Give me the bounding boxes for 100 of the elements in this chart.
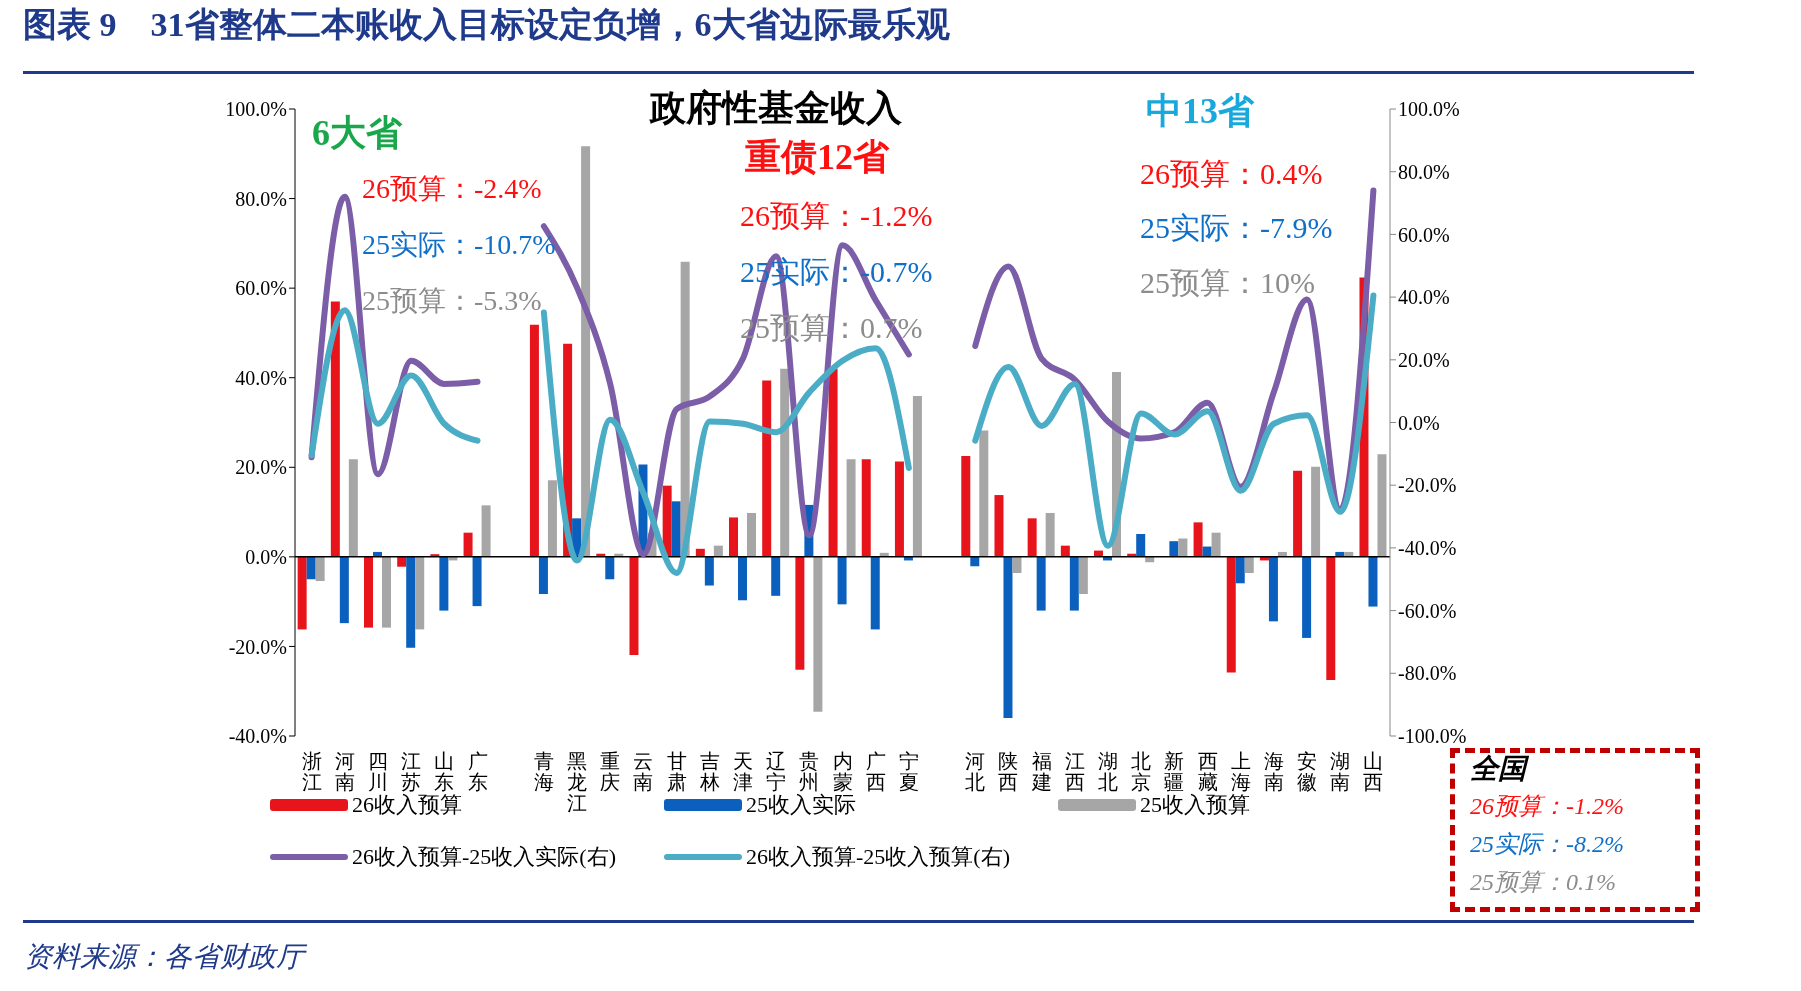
bar xyxy=(364,556,374,628)
bar xyxy=(837,556,847,605)
y2-tick-label: 60.0% xyxy=(1398,223,1450,246)
x-tick-label: 浙江 xyxy=(301,750,322,793)
x-tick-label: 河南 xyxy=(334,750,355,793)
bar xyxy=(1012,556,1022,573)
bar xyxy=(961,456,971,557)
y-tick-label: -20.0% xyxy=(228,635,287,658)
bar xyxy=(339,556,349,624)
y2-tick-label: 40.0% xyxy=(1398,286,1450,309)
x-tick-label: 山东 xyxy=(434,750,455,793)
bar xyxy=(1069,556,1079,611)
bar xyxy=(330,301,340,557)
y-tick-label: 0.0% xyxy=(245,545,287,568)
bar xyxy=(671,501,681,557)
bar xyxy=(771,556,781,596)
x-tick-label: 湖南 xyxy=(1330,750,1351,793)
bar xyxy=(1003,556,1013,719)
y2-tick-label: 0.0% xyxy=(1398,411,1440,434)
y2-tick-label: -80.0% xyxy=(1398,662,1457,685)
annotation: 26预算：0.4% xyxy=(1140,156,1323,192)
bar xyxy=(315,556,325,582)
y-tick-label: -40.0% xyxy=(228,725,287,748)
annotation: 中13省 xyxy=(1146,90,1254,133)
x-tick-label: 新疆 xyxy=(1164,750,1185,793)
bar xyxy=(894,461,904,557)
legend-label: 25收入预算 xyxy=(1140,792,1250,819)
chart-subtitle: 政府性基金收入 xyxy=(650,87,902,130)
bar xyxy=(1326,556,1336,681)
bar xyxy=(1169,541,1179,557)
bar xyxy=(439,556,449,611)
bar xyxy=(1302,556,1312,638)
bar xyxy=(538,556,548,595)
y-tick-label: 80.0% xyxy=(235,187,287,210)
bar xyxy=(348,459,358,557)
bar xyxy=(861,459,871,557)
y-tick-label: 20.0% xyxy=(235,456,287,479)
text: 25预算：0.1% xyxy=(1470,868,1616,897)
bar xyxy=(704,556,714,586)
bar xyxy=(472,556,482,607)
text: 25实际：-8.2% xyxy=(1470,830,1624,859)
bar xyxy=(297,556,307,630)
bar xyxy=(1268,556,1278,622)
x-tick-label: 吉林 xyxy=(698,750,720,793)
bar xyxy=(912,396,922,557)
y2-tick-label: -100.0% xyxy=(1398,725,1467,748)
annotation: 6大省 xyxy=(312,112,402,155)
y-tick-label: 100.0% xyxy=(225,98,287,121)
y2-tick-label: -60.0% xyxy=(1398,599,1457,622)
annotation: 26预算：-2.4% xyxy=(362,172,542,206)
text: 26预算：-1.2% xyxy=(1470,792,1624,821)
bar xyxy=(729,517,739,557)
bar xyxy=(979,430,989,557)
x-tick-label: 江西 xyxy=(1064,750,1085,793)
y2-tick-label: 80.0% xyxy=(1398,160,1450,183)
x-tick-label: 天津 xyxy=(732,750,753,793)
legend-label: 26收入预算 xyxy=(352,792,462,819)
y2-tick-label: 20.0% xyxy=(1398,348,1450,371)
bar xyxy=(762,380,772,557)
x-tick-label: 安徽 xyxy=(1297,750,1318,793)
bar xyxy=(463,532,473,557)
bar xyxy=(828,368,838,557)
x-tick-label: 辽宁 xyxy=(766,750,787,793)
annotation: 25实际：-7.9% xyxy=(1140,210,1333,246)
y-tick-label: 40.0% xyxy=(235,366,287,389)
x-tick-label: 广西 xyxy=(865,750,886,793)
y-tick-label: 60.0% xyxy=(235,277,287,300)
bar xyxy=(870,556,880,630)
y2-tick-label: -20.0% xyxy=(1398,474,1457,497)
bar xyxy=(1293,470,1303,557)
bar xyxy=(1377,454,1387,557)
chart-title: 图表 9 31省整体二本账收入目标设定负增，6大省边际最乐观 xyxy=(23,5,950,45)
bar xyxy=(1368,556,1378,607)
bar xyxy=(529,324,539,557)
legend-label: 26收入预算-25收入实际(右) xyxy=(352,843,616,871)
y2-tick-label: 100.0% xyxy=(1398,98,1460,121)
bar xyxy=(605,556,615,580)
bar xyxy=(1036,556,1046,611)
bar xyxy=(738,556,748,601)
x-tick-label: 重庆 xyxy=(600,750,621,793)
x-tick-label: 广东 xyxy=(467,750,488,793)
bar xyxy=(406,556,416,648)
bar xyxy=(1244,556,1254,573)
annotation: 25实际：-10.7% xyxy=(362,228,556,262)
bar xyxy=(382,556,392,628)
x-tick-label: 福建 xyxy=(1030,750,1052,793)
x-tick-label: 上海 xyxy=(1230,750,1251,793)
annotation: 25预算：10% xyxy=(1140,265,1315,301)
bar xyxy=(795,556,805,670)
x-tick-label: 海南 xyxy=(1263,750,1284,793)
bar xyxy=(846,459,856,557)
x-tick-label: 陕西 xyxy=(998,750,1019,793)
annotation: 26预算：-1.2% xyxy=(740,198,933,234)
bar xyxy=(481,505,491,557)
bar xyxy=(813,556,823,712)
bar xyxy=(1211,532,1221,557)
x-tick-label: 云南 xyxy=(633,750,654,793)
x-tick-label: 黑龙江 xyxy=(567,750,588,814)
bar xyxy=(1027,518,1037,557)
bar xyxy=(1235,556,1245,584)
